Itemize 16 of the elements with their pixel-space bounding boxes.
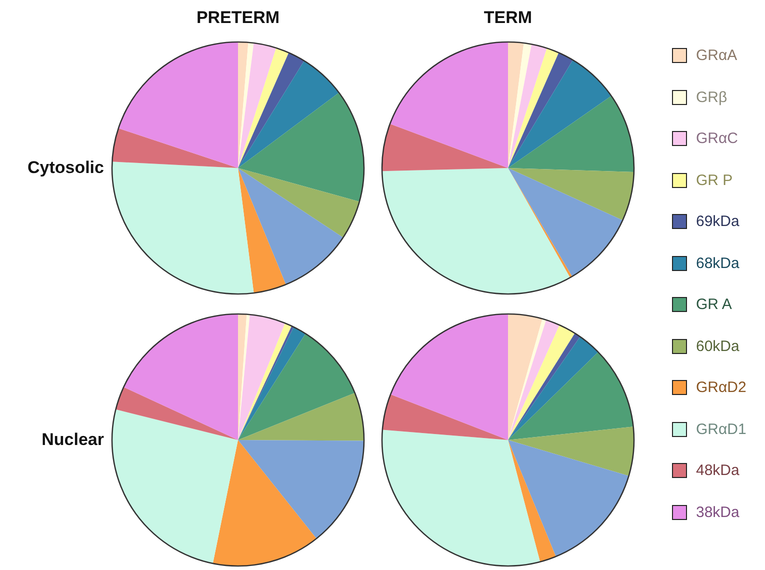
chart-title: TERM <box>482 8 534 28</box>
legend-label: GRαD1 <box>696 420 746 438</box>
legend-label: GRαC <box>696 130 738 148</box>
text: Cytosolic <box>26 158 104 178</box>
legend-label: 60kDa <box>696 338 740 355</box>
legend-label: GRβ <box>696 88 728 106</box>
legend-label: 48kDa <box>696 462 740 480</box>
chart-title: PRETERM <box>195 8 281 28</box>
text: Nuclear <box>40 430 104 450</box>
legend-label: GRαD2 <box>696 379 746 396</box>
legend-label: 69kDa <box>696 213 740 230</box>
legend-label: GR P <box>696 172 733 189</box>
legend-label: 38kDa <box>696 504 740 521</box>
legend-label: GR A <box>696 296 732 314</box>
legend-label: 68kDa <box>696 254 740 272</box>
legend-label: GRαA <box>696 47 738 64</box>
